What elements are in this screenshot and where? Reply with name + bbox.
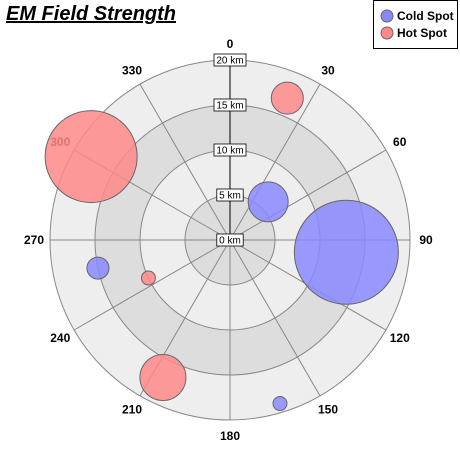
bubble-hot-spot [270,81,304,115]
angle-tick-label: 30 [321,63,335,77]
angle-tick-label: 60 [393,135,407,149]
bubble-hot-spot [140,270,156,286]
radial-tick-label: 10 km [216,146,243,157]
bubble-cold-spot [86,256,110,280]
radial-tick-label: 0 km [219,236,241,247]
legend: Cold Spot Hot Spot [373,0,458,49]
radial-tick-box [213,98,247,112]
bubble-cold-spot [293,199,399,305]
radial-tick-box [216,188,244,202]
angle-tick-label: 330 [122,63,142,77]
bubble-cold-spot [272,396,288,412]
legend-box [373,0,458,49]
bubble-hot-spot [139,354,187,402]
radial-tick-labels: 0 km 5 km 10 km 15 km 20 km [213,53,247,247]
angular-gridline [139,83,231,241]
bubble-hot-spot [44,110,138,204]
radial-tick-box [213,53,247,67]
angular-gridline [73,239,231,331]
angular-gridline [229,83,321,241]
angle-tick-label: 270 [24,233,44,247]
angle-tick-label: 180 [220,429,240,443]
radial-tick-label: 5 km [219,191,241,202]
bubble-cold-spot [247,181,289,223]
angular-gridline [229,149,387,241]
radial-tick-label: 15 km [216,101,243,112]
radial-tick-box [213,143,247,157]
radial-tick-box [216,233,244,247]
chart-title: EM Field Strength [6,3,176,25]
legend-label: Hot Spot [397,26,447,40]
angular-gridline [229,239,321,397]
data-bubbles [44,81,399,412]
legend-label: Cold Spot [397,9,454,23]
angle-tick-label: 0 [227,37,234,51]
angle-tick-label: 150 [318,403,338,417]
radial-tick-label: 20 km [216,56,243,67]
angle-tick-label: 240 [50,331,70,345]
angle-tick-label: 90 [419,233,433,247]
legend-swatch [380,9,394,23]
angle-tick-label: 120 [390,331,410,345]
angle-tick-label: 210 [122,403,142,417]
legend-swatch [380,26,394,40]
